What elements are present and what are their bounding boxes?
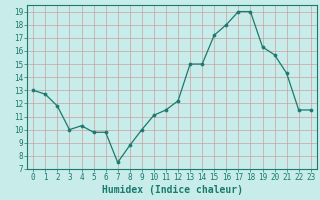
- X-axis label: Humidex (Indice chaleur): Humidex (Indice chaleur): [101, 185, 243, 195]
